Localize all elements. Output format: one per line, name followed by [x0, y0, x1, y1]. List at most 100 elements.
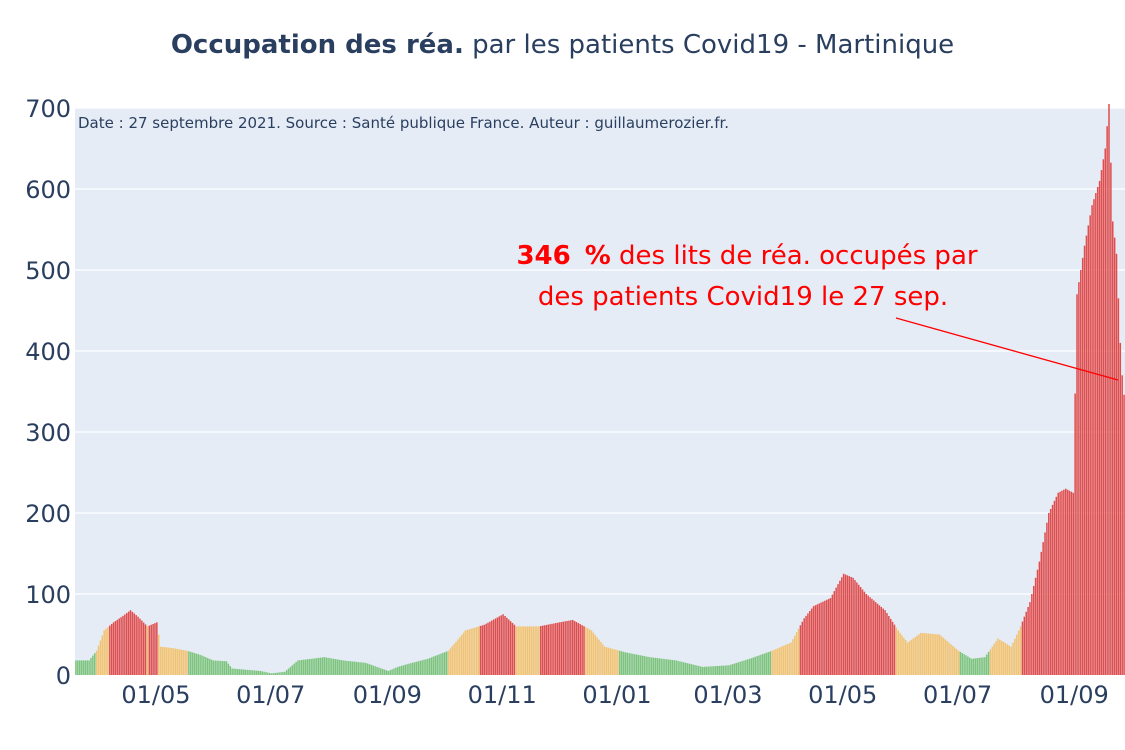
bar: [662, 658, 664, 675]
bar: [139, 618, 141, 675]
bar: [438, 654, 440, 675]
bar: [585, 627, 587, 675]
bar: [201, 655, 203, 675]
bar: [348, 661, 350, 675]
bar: [485, 623, 487, 675]
bar: [148, 625, 151, 675]
bar: [950, 644, 952, 675]
bar: [780, 646, 783, 675]
y-tick-label: 700: [25, 95, 71, 123]
bar: [850, 576, 852, 675]
bar: [304, 659, 307, 675]
bar: [562, 621, 565, 675]
bar: [698, 665, 700, 675]
bar: [361, 662, 363, 675]
bar: [984, 657, 986, 675]
bar: [459, 637, 461, 675]
bar: [824, 600, 826, 675]
bar: [344, 660, 346, 675]
bar: [1031, 594, 1033, 675]
bar: [865, 594, 868, 675]
bar: [474, 627, 476, 675]
bar: [1123, 394, 1125, 675]
bar: [396, 666, 399, 675]
bar: [195, 653, 198, 675]
bar: [1017, 630, 1020, 675]
bar: [1040, 551, 1043, 675]
bar: [436, 655, 438, 675]
bar: [573, 620, 576, 675]
bar: [874, 602, 877, 675]
bar: [579, 624, 581, 675]
bar: [814, 605, 817, 675]
bar: [1057, 492, 1059, 675]
bar: [910, 639, 913, 675]
bar: [677, 660, 679, 675]
bar: [1087, 225, 1090, 675]
bar: [99, 640, 102, 675]
bar: [487, 622, 489, 675]
bar: [415, 661, 418, 675]
bar: [760, 654, 762, 675]
bar: [176, 648, 179, 675]
bar: [156, 622, 158, 675]
bar: [630, 653, 632, 675]
bar: [571, 619, 574, 675]
bar: [265, 672, 267, 675]
bar: [173, 648, 175, 675]
bar: [319, 657, 322, 675]
bar: [1113, 237, 1116, 675]
x-axis: 01/05 01/07 01/09 01/11 01/01 01/03 01/05 01/07…: [121, 681, 1108, 709]
bar: [699, 666, 702, 675]
bar: [299, 660, 301, 675]
bar: [844, 574, 847, 675]
bar: [549, 624, 551, 675]
bar: [506, 617, 508, 675]
bar: [208, 658, 211, 675]
bar: [997, 638, 999, 675]
bar: [963, 654, 965, 675]
bar: [205, 657, 207, 675]
bar: [477, 626, 480, 675]
bar: [161, 646, 164, 675]
bar: [722, 665, 725, 675]
bar: [240, 669, 243, 675]
bar: [970, 658, 973, 675]
bar: [773, 649, 775, 675]
bar: [400, 665, 403, 675]
bar: [726, 665, 728, 675]
bar: [293, 663, 295, 675]
bar: [453, 643, 455, 675]
bar: [462, 632, 465, 675]
bar: [528, 626, 531, 675]
annotation-arrow: [895, 317, 1119, 381]
bar: [186, 650, 188, 675]
bar: [980, 657, 982, 675]
bar: [679, 661, 681, 675]
bar: [346, 660, 348, 675]
bar: [1049, 508, 1052, 675]
bar: [1014, 638, 1016, 675]
bar: [1081, 257, 1084, 675]
bar: [221, 660, 224, 675]
bar: [903, 637, 905, 675]
bar: [825, 599, 828, 675]
bar: [425, 659, 427, 675]
bar: [1025, 611, 1027, 675]
bar: [479, 625, 482, 675]
bar: [1010, 646, 1012, 675]
bar: [1053, 500, 1056, 675]
bar: [142, 622, 145, 675]
bar: [602, 644, 604, 675]
bar: [624, 652, 627, 675]
bar: [163, 647, 166, 675]
bar: [645, 656, 647, 675]
bar: [171, 648, 173, 675]
bar: [615, 649, 617, 675]
bar: [792, 639, 794, 675]
bar: [308, 659, 311, 675]
bar: [688, 663, 691, 675]
bar: [423, 659, 425, 675]
bar: [513, 624, 516, 675]
x-tick-label: 01/11: [468, 681, 537, 709]
